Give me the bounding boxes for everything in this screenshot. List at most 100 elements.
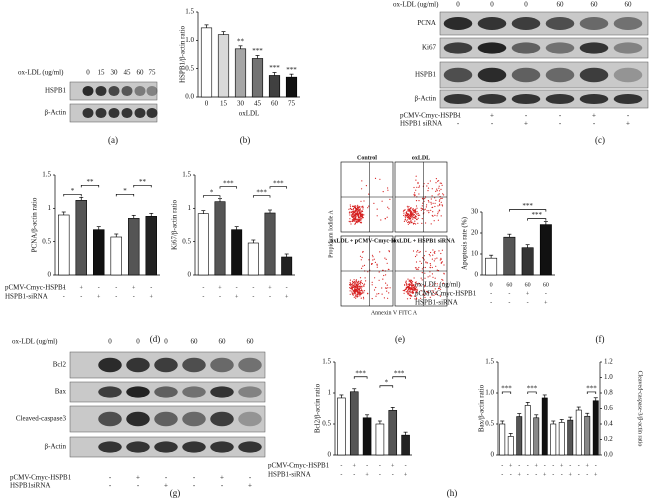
y-axis-label: HSPB1/β-actin ratio [179,25,187,83]
condition-sign: - [109,482,112,490]
flow-dot [407,284,409,286]
bar [524,405,531,456]
condition-sign: - [109,474,112,482]
tick-label: 1.0 [604,373,613,381]
flow-dot [405,215,408,217]
tick-label: 0.2 [604,435,613,443]
blot-band [477,17,507,30]
condition-sign: - [595,463,597,469]
flow-dot [356,212,358,214]
flow-dot [403,214,405,217]
condition-sign: - [252,294,254,300]
panel-label: (c) [595,135,605,145]
significance-bracket [527,391,537,394]
flow-dot [357,284,359,286]
significance: ** [87,178,95,186]
flow-dot [432,254,434,256]
flow-dot [363,285,365,287]
dose-label: 0 [108,338,112,346]
flow-dot [353,289,355,292]
flow-dot [408,294,410,296]
flow-dot [436,293,438,296]
flow-dot [368,259,370,261]
blot-band [126,411,150,427]
flow-dot [414,217,416,219]
blot-row-label: HSPB1 [415,71,437,79]
flow-dot [424,272,426,274]
flow-dot [415,268,418,270]
condition-name: ox-LDL (ug/ml) [415,281,461,289]
condition-sign: + [586,463,590,469]
flow-dot [408,292,410,294]
condition-sign: - [115,285,117,291]
flow-dot [418,185,421,187]
condition-sign: - [252,285,254,291]
flow-dot [440,258,442,260]
flow-dot [407,291,409,293]
flow-dot [360,297,362,299]
flow-dot [386,284,388,286]
flow-dot [349,206,352,208]
flow-dot [412,223,415,225]
flow-dot [416,290,418,292]
significance-bracket [63,193,82,197]
blot-row-label: Bax [55,388,67,396]
condition-sign: - [219,294,221,300]
blot-band [126,357,150,373]
tick-label: 0.0 [604,451,613,459]
flow-dot [434,258,436,260]
flow-dot [349,211,351,213]
flow-dot [418,200,420,202]
flow-dot [437,211,439,213]
flow-dot [420,290,422,292]
flow-dot [436,283,438,285]
flow-dot [424,208,426,210]
dose-label: 75 [149,69,157,77]
flow-dot [407,210,409,212]
flow-dot [411,213,413,215]
condition-sign: + [569,472,573,478]
bar [337,397,346,456]
blot-band [511,67,541,83]
flow-dot [388,268,390,271]
flow-dot [378,293,380,295]
flow-dot [359,210,361,212]
flow-dot [357,288,359,290]
flow-dot [361,282,363,285]
flow-dot [434,288,436,290]
flow-dot [371,263,373,265]
significance-bracket [509,209,547,212]
flow-dot [355,208,357,210]
condition-sign: - [490,291,492,297]
flow-dot [409,281,411,283]
condition-sign: + [404,472,408,478]
flow-dot [363,290,366,292]
blot-band [146,107,158,119]
significance: *** [273,179,284,187]
y-axis-label: Bax/β-actin ratio [478,384,486,432]
condition-sign: - [518,463,520,469]
flow-dot [429,275,431,277]
flow-dot [361,180,363,182]
condition-sign: + [526,291,530,297]
blot-band [545,42,575,54]
condition-sign: - [508,300,510,306]
flow-dot [360,211,362,213]
bar [558,422,565,456]
flow-dot [421,205,423,207]
flow-dot [375,286,377,289]
flow-dot [384,218,386,220]
bar [592,400,599,456]
flow-dot [410,287,412,289]
condition-sign: - [501,472,503,478]
flow-dot [411,284,413,286]
flow-dot [439,182,441,184]
flow-dot [416,292,418,294]
flow-dot [355,285,357,288]
flow-dot [353,292,355,294]
panel-label: (b) [240,135,251,145]
flow-dot [363,292,365,294]
flow-dot [414,192,416,194]
flow-dot [434,202,436,204]
x-tick-label: 0 [205,100,209,108]
